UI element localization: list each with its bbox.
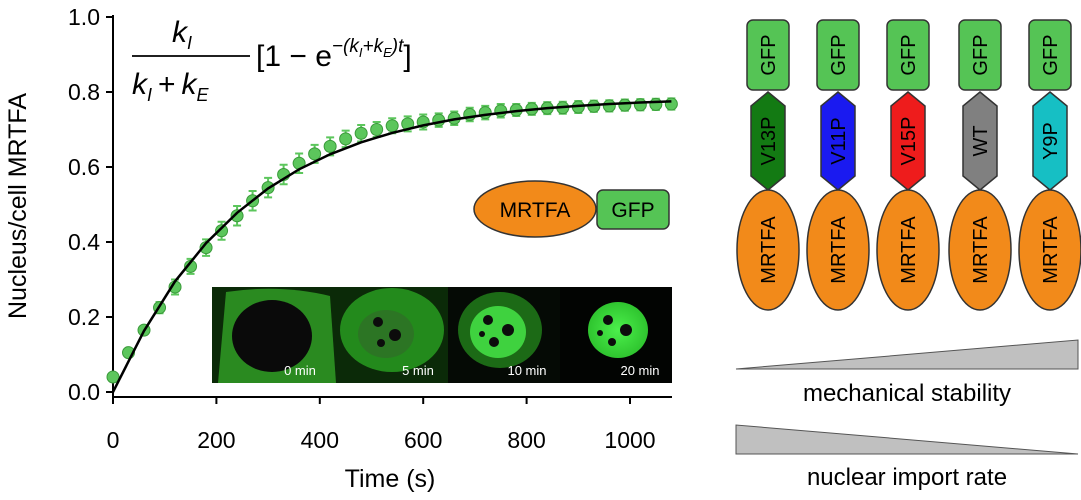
data-point xyxy=(308,147,322,161)
x-axis-label: Time (s) xyxy=(345,465,436,493)
linker-domain-label: V13P xyxy=(758,117,780,166)
linker-domain-label: WT xyxy=(970,125,992,156)
data-point xyxy=(494,104,508,118)
data-point xyxy=(664,97,678,111)
gfp-label: GFP xyxy=(611,199,654,222)
y-tick-label: 0.6 xyxy=(68,154,100,180)
data-point xyxy=(478,106,492,120)
fit-curve xyxy=(111,100,672,393)
mrtfa-domain-label: MRTFA xyxy=(898,216,920,284)
data-point xyxy=(633,98,647,112)
mrtfa-domain xyxy=(736,189,800,311)
linker-domain-label: V15P xyxy=(898,117,920,166)
inset-panel-5min xyxy=(336,287,448,383)
data-point xyxy=(649,97,663,111)
stability-label: mechanical stability xyxy=(803,380,1011,407)
gfp-domain xyxy=(886,19,930,91)
inset-panel-0min xyxy=(212,287,336,383)
y-tick-label: 0.8 xyxy=(68,79,100,105)
x-ticks: 0 200 400 600 800 1000 xyxy=(107,397,656,453)
mrtfa-domain-label: MRTFA xyxy=(1040,216,1062,284)
inset-label-10min: 10 min xyxy=(507,363,546,378)
formula-denominator: kI + kE xyxy=(132,68,210,105)
data-point xyxy=(215,224,229,238)
import-triangle xyxy=(735,424,1079,455)
mrtfa-shape xyxy=(473,180,597,238)
formula-numerator: kI xyxy=(172,16,192,53)
mrtfa-domain xyxy=(948,189,1012,311)
data-point xyxy=(106,370,120,384)
data-point xyxy=(323,139,337,153)
import-wedge: nuclear import rate xyxy=(735,424,1079,491)
data-point xyxy=(230,209,244,223)
gfp-shape xyxy=(596,189,670,230)
fusion-construct: MRTFA GFP xyxy=(473,180,670,238)
inset-label-20min: 20 min xyxy=(620,363,659,378)
construct-wt: GFP WT MRTFA xyxy=(948,19,1012,311)
gfp-domain xyxy=(1028,19,1072,91)
mrtfa-domain xyxy=(876,189,940,311)
stability-triangle xyxy=(735,339,1079,370)
x-tick-label: 200 xyxy=(197,427,235,453)
x-tick-label: 400 xyxy=(301,427,339,453)
gfp-domain xyxy=(746,19,790,91)
fit-equation: kI kI + kE [1 − e−(kI+kE)t] xyxy=(132,16,412,105)
y-ticks: 0.0 0.2 0.4 0.6 0.8 1.0 xyxy=(68,4,113,405)
gfp-domain xyxy=(816,19,860,91)
linker-domain-label: Y9P xyxy=(1040,122,1062,160)
construct-y9p: GFP Y9P MRTFA xyxy=(1018,19,1081,311)
mrtfa-domain-label: MRTFA xyxy=(828,216,850,284)
gfp-domain-label: GFP xyxy=(828,34,850,75)
construct-v13p: GFP V13P MRTFA xyxy=(736,19,800,311)
construct-v11p: GFP V11P MRTFA xyxy=(806,19,870,311)
mrtfa-label: MRTFA xyxy=(500,199,571,222)
gfp-domain-label: GFP xyxy=(970,34,992,75)
data-point xyxy=(602,99,616,113)
import-label: nuclear import rate xyxy=(807,464,1007,491)
x-tick-label: 0 xyxy=(107,427,120,453)
y-tick-label: 1.0 xyxy=(68,4,100,30)
inset-label-5min: 5 min xyxy=(402,363,434,378)
y-tick-label: 0.0 xyxy=(68,379,100,405)
linker-domain-label: V11P xyxy=(828,117,850,164)
data-point xyxy=(385,119,399,133)
gfp-domain xyxy=(958,19,1002,91)
mrtfa-domain-label: MRTFA xyxy=(758,216,780,284)
x-tick-label: 800 xyxy=(507,427,545,453)
mrtfa-domain xyxy=(1018,189,1081,311)
gfp-domain-label: GFP xyxy=(898,34,920,75)
x-tick-label: 1000 xyxy=(604,427,655,453)
kinetics-chart: 0.0 0.2 0.4 0.6 0.8 1.0 0 200 400 600 800 1000 Tim… xyxy=(4,4,678,493)
y-tick-label: 0.4 xyxy=(68,229,100,255)
construct-variants: GFP V13P MRTFA GFP V11P MRTFA GFP V15P MRTFA GFP W… xyxy=(736,19,1081,311)
y-tick-label: 0.2 xyxy=(68,304,100,330)
mrtfa-domain xyxy=(806,189,870,311)
microscopy-inset: 0 min 5 min 10 min 20 min xyxy=(212,287,672,383)
gfp-domain-label: GFP xyxy=(758,34,780,75)
mrtfa-domain-label: MRTFA xyxy=(970,216,992,284)
data-point xyxy=(339,132,353,146)
gfp-domain-label: GFP xyxy=(1040,34,1062,75)
formula-bracket-expression: [1 − e−(kI+kE)t] xyxy=(256,36,412,73)
inset-panel-10min xyxy=(448,287,560,383)
stability-wedge: mechanical stability xyxy=(735,339,1079,407)
y-axis-label: Nucleus/cell MRTFA xyxy=(4,93,32,319)
inset-panel-20min xyxy=(560,287,672,383)
data-point xyxy=(354,126,368,140)
inset-label-0min: 0 min xyxy=(284,363,316,378)
construct-v15p: GFP V15P MRTFA xyxy=(876,19,940,311)
data-point xyxy=(618,98,632,112)
data-point xyxy=(370,123,384,136)
nucleus-dark xyxy=(232,300,312,372)
x-tick-label: 600 xyxy=(404,427,442,453)
